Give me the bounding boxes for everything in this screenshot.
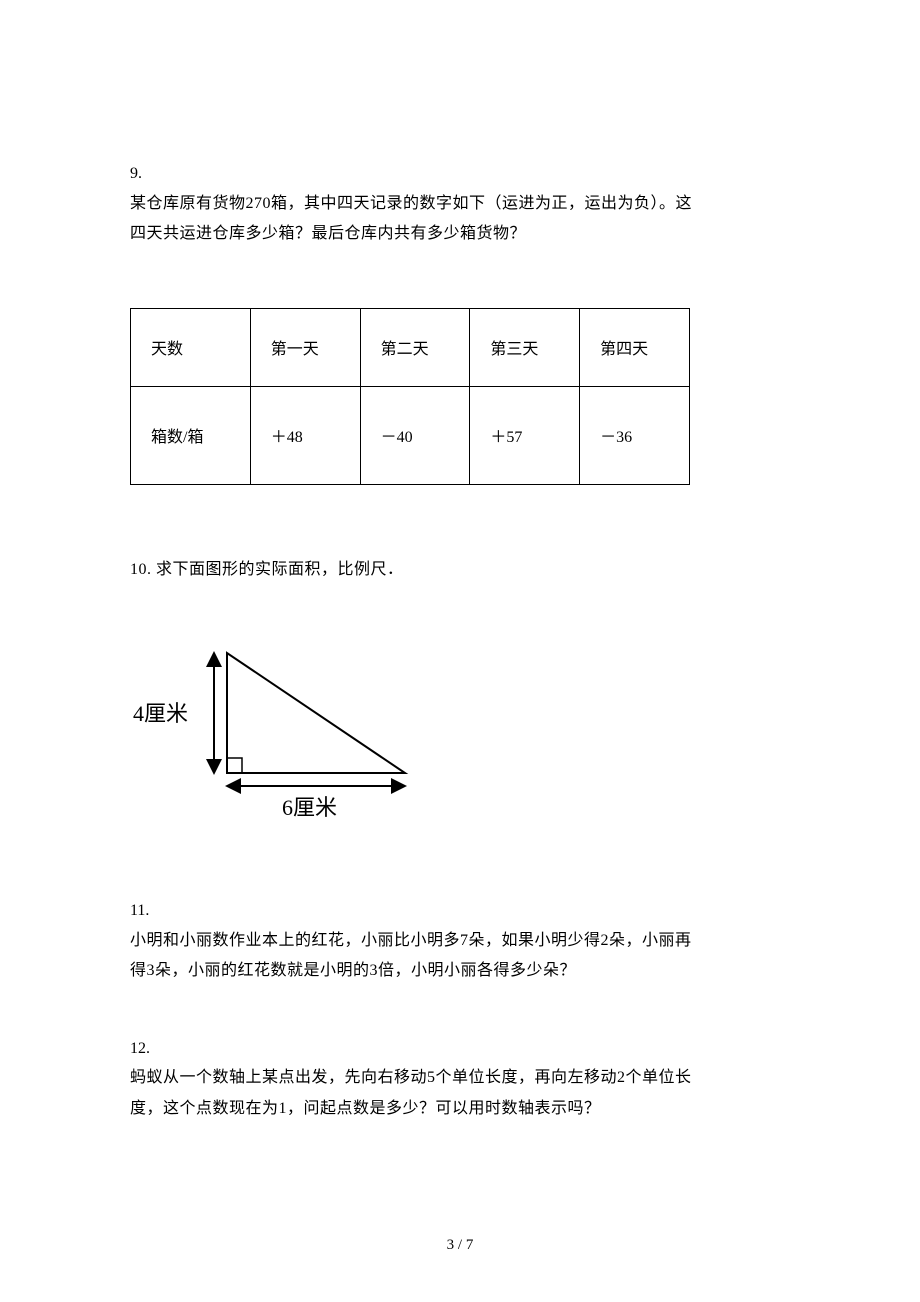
table-header-cell: 天数 — [131, 308, 251, 386]
table-data-cell: ＋48 — [250, 386, 360, 484]
table-header-cell: 第二天 — [360, 308, 470, 386]
table-header-cell: 第三天 — [470, 308, 580, 386]
q11-number: 11. — [130, 897, 790, 926]
table-row-label: 箱数/箱 — [131, 386, 251, 484]
question-12: 12. 蚂蚁从一个数轴上某点出发，先向右移动5个单位长度，再向左移动2个单位长 … — [130, 1035, 790, 1125]
q9-text-line2: 四天共运进仓库多少箱？最后仓库内共有多少箱货物？ — [130, 219, 790, 249]
triangle-shape — [227, 653, 405, 773]
question-11: 11. 小明和小丽数作业本上的红花，小丽比小明多7朵，如果小明少得2朵，小丽再 … — [130, 897, 790, 987]
q9-number: 9. — [130, 160, 790, 189]
table-data-cell: －36 — [580, 386, 690, 484]
table-data-cell: ＋57 — [470, 386, 580, 484]
q12-text-line2: 度，这个点数现在为1，问起点数是多少？可以用时数轴表示吗？ — [130, 1094, 790, 1124]
table-row: 天数 第一天 第二天 第三天 第四天 — [131, 308, 690, 386]
table-data-cell: －40 — [360, 386, 470, 484]
question-10: 10. 求下面图形的实际面积，比例尺． 4厘米 6厘米 — [130, 555, 790, 833]
q12-number: 12. — [130, 1035, 790, 1064]
q11-text-line1: 小明和小丽数作业本上的红花，小丽比小明多7朵，如果小明少得2朵，小丽再 — [130, 926, 790, 956]
question-9: 9. 某仓库原有货物270箱，其中四天记录的数字如下（运进为正，运出为负）。这 … — [130, 160, 790, 485]
table-header-cell: 第一天 — [250, 308, 360, 386]
right-angle-marker — [227, 758, 242, 773]
height-label: 4厘米 — [133, 701, 188, 726]
q9-table: 天数 第一天 第二天 第三天 第四天 箱数/箱 ＋48 －40 ＋57 －36 — [130, 308, 690, 485]
q9-text-line1: 某仓库原有货物270箱，其中四天记录的数字如下（运进为正，运出为负）。这 — [130, 189, 790, 219]
table-row: 箱数/箱 ＋48 －40 ＋57 －36 — [131, 386, 690, 484]
triangle-diagram: 4厘米 6厘米 — [132, 633, 422, 828]
q11-text-line2: 得3朵，小丽的红花数就是小明的3倍，小明小丽各得多少朵？ — [130, 956, 790, 986]
q10-text: 10. 求下面图形的实际面积，比例尺． — [130, 555, 790, 585]
q12-text-line1: 蚂蚁从一个数轴上某点出发，先向右移动5个单位长度，再向左移动2个单位长 — [130, 1063, 790, 1093]
width-label: 6厘米 — [282, 795, 337, 820]
page-footer: 3 / 7 — [0, 1237, 920, 1254]
table-header-cell: 第四天 — [580, 308, 690, 386]
